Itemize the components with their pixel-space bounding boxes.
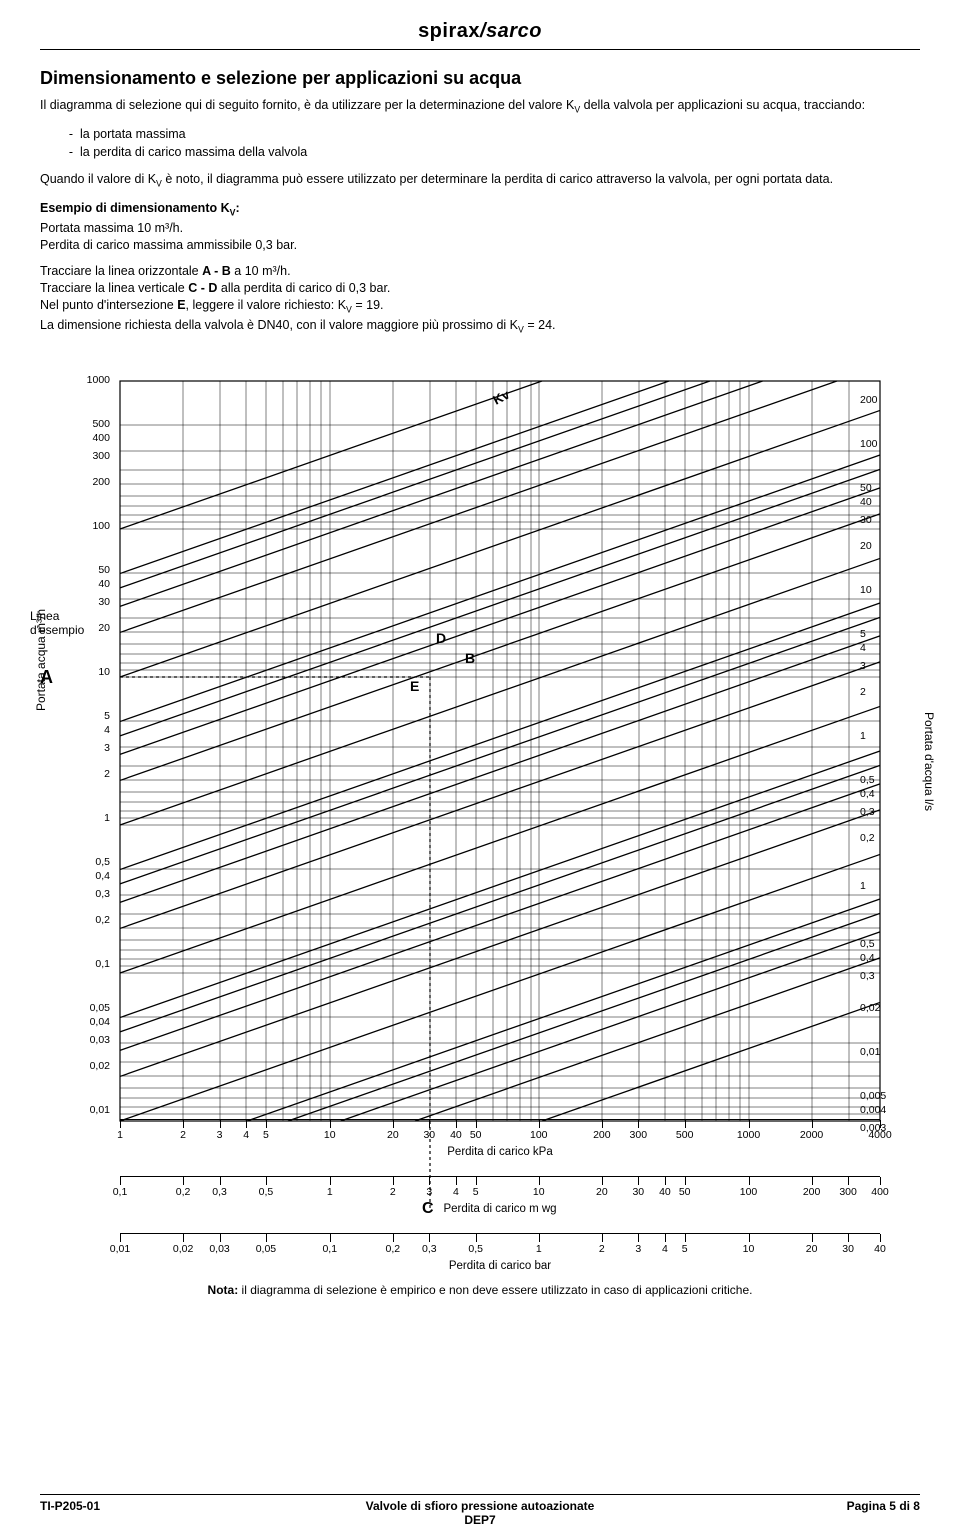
page-title: Dimensionamento e selezione per applicaz…	[40, 68, 920, 89]
bullet-2: la perdita di carico massima della valvo…	[80, 144, 920, 161]
svg-text:Kv: Kv	[490, 386, 512, 407]
svg-text:B: B	[465, 650, 475, 666]
svg-text:D: D	[436, 630, 446, 646]
brand-text-3: sarco	[486, 20, 542, 42]
footer-left: TI-P205-01	[40, 1499, 210, 1527]
intro-paragraph-1: Il diagramma di selezione qui di seguito…	[40, 97, 920, 116]
trace-block: Tracciare la linea orizzontale A - B a 1…	[40, 263, 920, 335]
brand-logo: spirax/sarco	[40, 20, 920, 50]
x-axes: Perdita di carico kPa1234510203040501002…	[120, 1119, 880, 1260]
right-axis-label: Portata d'acqua l/s	[922, 712, 936, 811]
intro-bullets: la portata massima la perdita di carico …	[40, 126, 920, 161]
footer-center: Valvole di sfioro pressione autoazionate…	[366, 1499, 595, 1527]
bullet-1: la portata massima	[80, 126, 920, 143]
linea-label: Linead'esempio	[30, 609, 84, 637]
svg-text:E: E	[410, 678, 419, 694]
chart-note: Nota: il diagramma di selezione è empiri…	[40, 1283, 920, 1297]
page-footer: TI-P205-01 Valvole di sfioro pressione a…	[40, 1494, 920, 1527]
intro-paragraph-2: Quando il valore di KV è noto, il diagra…	[40, 171, 920, 190]
marker-A: A	[40, 667, 53, 688]
selection-chart: B D E C Kv 10005004003002001005040302010…	[40, 371, 920, 1271]
brand-text: spirax	[418, 20, 480, 42]
esempio-block: Esempio di dimensionamento KV: Portata m…	[40, 200, 920, 253]
footer-right: Pagina 5 di 8	[750, 1499, 920, 1527]
